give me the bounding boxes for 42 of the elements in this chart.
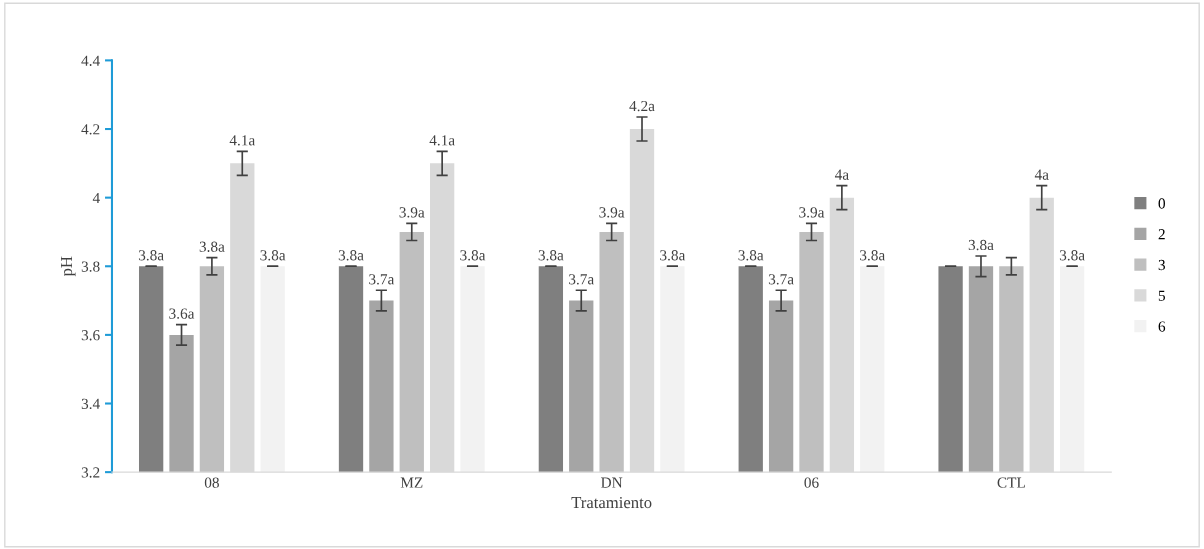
y-tick-label: 3.2 (81, 467, 100, 478)
data-label: 3.7a (569, 274, 594, 285)
legend-label: 0 (1158, 198, 1166, 209)
data-label: 3.6a (169, 308, 195, 319)
x-tick-label: 08 (204, 477, 219, 488)
data-label: 3.7a (369, 274, 395, 285)
data-label: 3.8a (660, 250, 686, 261)
y-tick-label: 3.8 (81, 261, 100, 272)
y-tick-label: 4.4 (81, 55, 100, 66)
y-tick-label: 4 (92, 192, 100, 203)
data-label: 3.9a (599, 207, 625, 218)
data-label: 3.9a (399, 207, 425, 218)
data-label: 3.8a (860, 250, 885, 261)
data-label: 4.1a (229, 135, 256, 146)
legend-label: 5 (1158, 290, 1165, 301)
data-label: 3.8a (538, 250, 564, 261)
legend-label: 6 (1158, 321, 1166, 332)
data-label: 3.8a (460, 250, 486, 261)
legend-label: 3 (1158, 259, 1165, 271)
x-tick-label: DN (601, 477, 623, 488)
data-label: 3.8a (260, 250, 286, 261)
data-label: 3.8a (968, 239, 994, 251)
data-label: 4a (834, 169, 849, 180)
data-label: 3.8a (338, 250, 364, 261)
data-label: 3.8a (1059, 250, 1085, 261)
y-tick-label: 4.2 (81, 124, 100, 135)
data-label: 3.9a (799, 207, 825, 218)
data-label: 3.7a (768, 274, 794, 285)
data-label: 3.8a (138, 250, 164, 261)
x-tick-label: 06 (804, 477, 819, 488)
data-label: 4a (1034, 169, 1049, 180)
x-tick-label: CTL (997, 477, 1025, 488)
data-label: 3.8a (199, 241, 225, 252)
legend-label: 2 (1158, 229, 1165, 240)
data-label: 4.1a (429, 135, 455, 146)
x-axis-title: Tratamiento (571, 496, 652, 509)
y-axis-title: pH (61, 256, 76, 277)
y-tick-label: 3.6 (81, 330, 100, 341)
x-tick-label: MZ (400, 477, 423, 488)
data-label: 4.2a (629, 100, 655, 112)
data-label: 3.8a (738, 250, 764, 261)
y-tick-label: 3.4 (81, 398, 100, 410)
